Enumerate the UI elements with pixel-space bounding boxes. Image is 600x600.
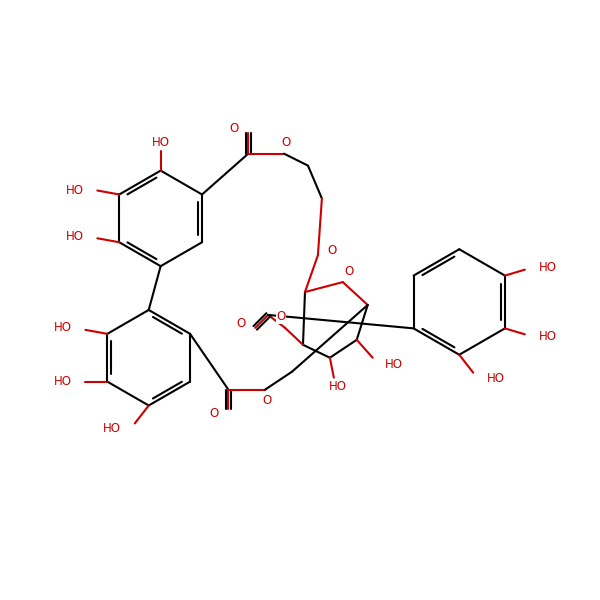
Text: HO: HO (329, 380, 347, 393)
Text: O: O (328, 244, 337, 257)
Text: HO: HO (539, 261, 557, 274)
Text: HO: HO (103, 422, 121, 435)
Text: O: O (277, 310, 286, 323)
Text: HO: HO (53, 375, 71, 388)
Text: O: O (210, 407, 219, 420)
Text: HO: HO (53, 322, 71, 334)
Text: O: O (236, 317, 246, 331)
Text: HO: HO (65, 230, 83, 243)
Text: HO: HO (539, 330, 557, 343)
Text: HO: HO (152, 136, 170, 149)
Text: O: O (230, 122, 239, 135)
Text: O: O (263, 394, 272, 407)
Text: HO: HO (385, 358, 403, 371)
Text: HO: HO (487, 372, 505, 385)
Text: O: O (344, 265, 353, 278)
Text: O: O (281, 136, 290, 149)
Text: HO: HO (65, 184, 83, 197)
